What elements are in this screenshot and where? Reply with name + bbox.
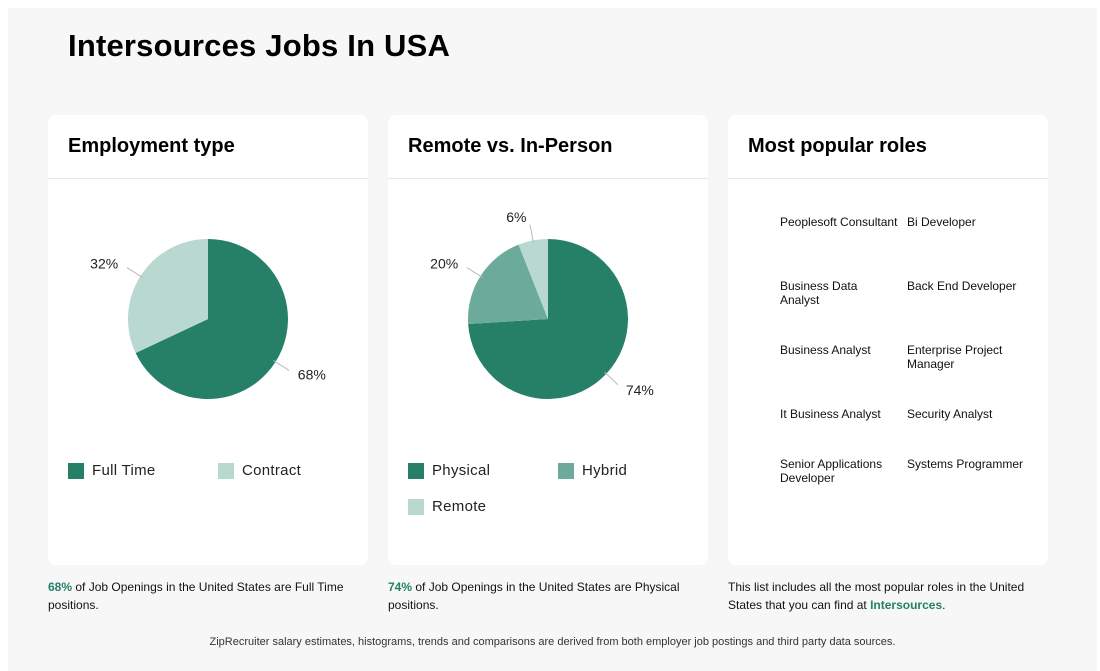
legend-swatch [408, 498, 424, 515]
legend-swatch [408, 462, 424, 479]
pie-slice-physical [468, 239, 628, 399]
page-title: Intersources Jobs In USA [68, 28, 451, 63]
pie-leader-line [529, 224, 534, 243]
popular-roles-card: Most popular roles Peoplesoft Consultant… [728, 115, 1048, 565]
remote-vs-in-person-card: Remote vs. In-Person 74% 20% 6% Physical Hy… [388, 115, 708, 565]
pie-leader-line [604, 371, 619, 386]
legend-swatch [68, 462, 84, 479]
role-item: It Business Analyst [780, 407, 881, 421]
legend-item-contract: Contract [218, 462, 301, 479]
card-divider [48, 178, 368, 179]
legend-label: Remote [432, 498, 487, 515]
caption-text: of Job Openings in the United States are… [48, 580, 344, 612]
footer-disclaimer: ZipRecruiter salary estimates, histogram… [209, 636, 896, 648]
roles-card-title: Most popular roles [748, 135, 927, 157]
remote-caption: 74% of Job Openings in the United States… [388, 578, 708, 614]
pie-value-label-hybrid: 20% [430, 255, 458, 271]
legend-item-full-time: Full Time [68, 462, 156, 479]
employment-type-card: Employment type 68% 32% Full Time Contract [48, 115, 368, 565]
employment-caption: 68% of Job Openings in the United States… [48, 578, 368, 614]
pie-leader-line [126, 267, 143, 278]
company-link[interactable]: Intersources [870, 598, 943, 612]
role-item: Senior Applications Developer [780, 457, 883, 485]
employment-pie-chart: 68% 32% [90, 239, 326, 399]
legend-label: Hybrid [582, 462, 628, 479]
role-item: Security Analyst [907, 407, 993, 421]
page-background: Intersources Jobs In USA Employment type… [8, 8, 1097, 671]
caption-text: This list includes all the most popular … [728, 580, 1025, 612]
legend-swatch [558, 462, 574, 479]
legend-label: Contract [242, 462, 302, 479]
remote-card-title: Remote vs. In-Person [408, 135, 613, 157]
role-item: Systems Programmer [907, 457, 1024, 471]
legend-swatch [218, 462, 234, 479]
card-divider [388, 178, 708, 179]
legend-item-remote: Remote [408, 498, 486, 515]
legend-label: Full Time [92, 462, 156, 479]
remote-pie-chart: 74% 20% 6% [430, 209, 654, 399]
pie-value-label-remote: 6% [506, 209, 526, 225]
pie-value-label-full-time: 68% [298, 367, 326, 383]
employment-card-title: Employment type [68, 135, 235, 157]
pie-slice-contract [127, 239, 208, 354]
card-divider [728, 178, 1048, 179]
pie-slice-full-time [135, 239, 289, 399]
role-item: Business Analyst [780, 343, 871, 357]
caption-text: of Job Openings in the United States are… [388, 580, 680, 612]
legend-item-physical: Physical [408, 462, 490, 479]
legend-label: Physical [432, 462, 491, 479]
role-item: Bi Developer [907, 215, 976, 229]
caption-highlight: 68% [48, 580, 73, 594]
pie-slice-hybrid [468, 244, 548, 325]
caption-highlight: 74% [388, 580, 413, 594]
legend-item-hybrid: Hybrid [558, 462, 627, 479]
pie-value-label-physical: 74% [626, 382, 654, 398]
pie-slice-remote [518, 239, 548, 319]
roles-caption: This list includes all the most popular … [728, 578, 1038, 614]
role-item: Back End Developer [907, 279, 1017, 293]
pie-leader-line [273, 360, 290, 371]
pie-value-label-contract: 32% [90, 255, 118, 271]
role-item: Peoplesoft Consultant [780, 215, 898, 229]
pie-leader-line [466, 267, 483, 278]
role-item: Business Data Analyst [780, 279, 858, 307]
role-item: Enterprise Project Manager [907, 343, 1003, 371]
caption-text: . [942, 598, 946, 612]
